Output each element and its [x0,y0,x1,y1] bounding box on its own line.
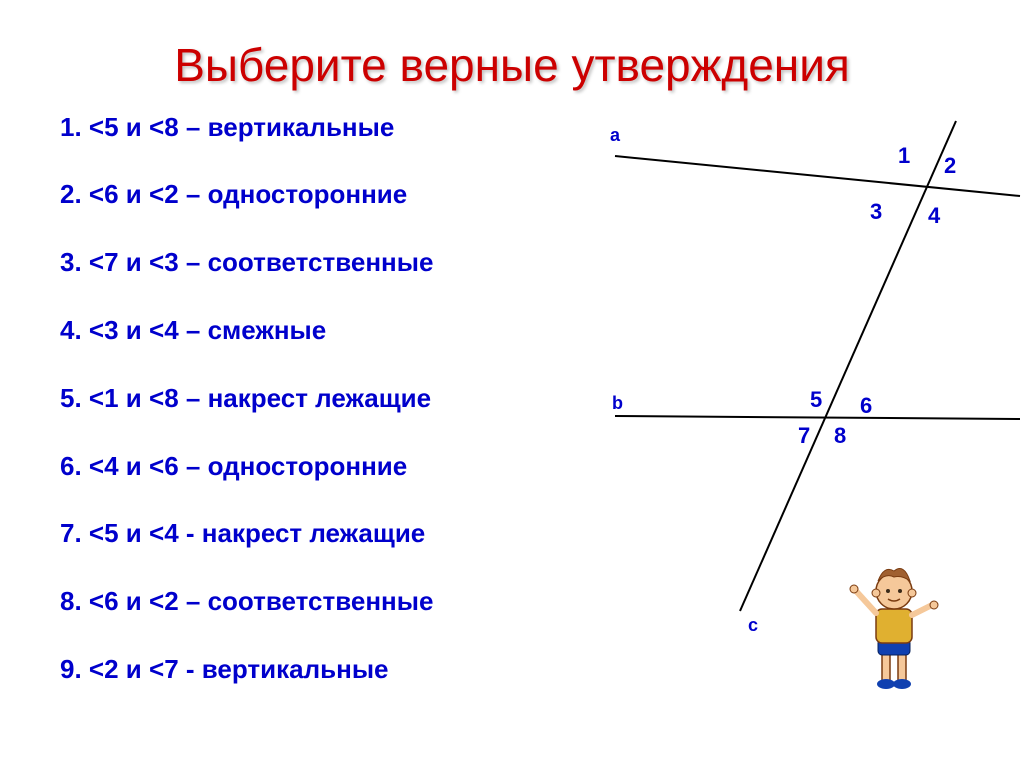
list-item: 4. <3 и <4 – смежные [60,314,580,348]
item-a: <6 [89,586,119,616]
list-item: 2. <6 и <2 – односторонние [60,178,580,212]
diagram-area: a b c 1 2 3 4 5 6 7 8 [600,111,964,691]
item-type: смежные [208,315,327,345]
item-num: 5. [60,383,82,413]
page-title: Выберите верные утверждения [60,40,964,91]
item-a: <1 [89,383,119,413]
item-type: соответственные [208,586,434,616]
item-mid: и [119,451,149,481]
angle-3: 3 [870,199,882,224]
item-num: 1. [60,112,82,142]
item-mid: и [119,586,149,616]
item-dash: – [179,586,208,616]
item-num: 2. [60,179,82,209]
item-type: односторонние [208,179,408,209]
item-mid: и [119,518,149,548]
item-mid: и [119,383,149,413]
list-item: 3. <7 и <3 – соответственные [60,246,580,280]
item-mid: и [119,654,149,684]
item-b: <4 [149,315,179,345]
angle-1: 1 [898,143,910,168]
line-c [740,121,956,611]
item-a: <4 [89,451,119,481]
label-b: b [612,393,623,413]
item-type: накрест лежащие [202,518,425,548]
item-dash: – [179,112,208,142]
item-a: <5 [89,112,119,142]
item-num: 6. [60,451,82,481]
label-c: c [748,615,758,635]
item-dash: – [179,179,208,209]
item-num: 8. [60,586,82,616]
list-item: 6. <4 и <6 – односторонние [60,450,580,484]
list-item: 7. <5 и <4 - накрест лежащие [60,517,580,551]
line-a [615,156,1020,196]
item-num: 3. [60,247,82,277]
list-item: 1. <5 и <8 – вертикальные [60,111,580,145]
item-type: вертикальные [202,654,389,684]
item-dash: – [179,315,208,345]
item-a: <2 [89,654,119,684]
item-b: <8 [149,383,179,413]
angle-4: 4 [928,203,941,228]
list-item: 9. <2 и <7 - вертикальные [60,653,580,687]
angle-2: 2 [944,153,956,178]
item-b: <6 [149,451,179,481]
list-item: 5. <1 и <8 – накрест лежащие [60,382,580,416]
item-num: 4. [60,315,82,345]
label-a: a [610,125,621,145]
item-dash: - [179,654,202,684]
item-mid: и [119,179,149,209]
item-mid: и [119,315,149,345]
item-b: <3 [149,247,179,277]
item-dash: – [179,383,208,413]
item-b: <7 [149,654,179,684]
list-item: 8. <6 и <2 – соответственные [60,585,580,619]
item-type: накрест лежащие [208,383,431,413]
item-dash: - [179,518,202,548]
item-mid: и [119,112,149,142]
item-type: соответственные [208,247,434,277]
item-b: <2 [149,179,179,209]
item-b: <2 [149,586,179,616]
geometry-diagram: a b c 1 2 3 4 5 6 7 8 [600,111,1024,691]
item-a: <6 [89,179,119,209]
item-a: <7 [89,247,119,277]
item-mid: и [119,247,149,277]
item-b: <4 [149,518,179,548]
item-b: <8 [149,112,179,142]
character-icon [844,561,944,691]
content-row: 1. <5 и <8 – вертикальные 2. <6 и <2 – о… [60,111,964,721]
item-type: вертикальные [208,112,395,142]
item-dash: – [179,451,208,481]
item-dash: – [179,247,208,277]
angle-6: 6 [860,393,872,418]
item-type: односторонние [208,451,408,481]
item-a: <5 [89,518,119,548]
item-num: 7. [60,518,82,548]
line-b [615,416,1020,419]
angle-8: 8 [834,423,846,448]
statement-list: 1. <5 и <8 – вертикальные 2. <6 и <2 – о… [60,111,580,721]
slide: Выберите верные утверждения 1. <5 и <8 –… [0,0,1024,768]
angle-5: 5 [810,387,822,412]
angle-7: 7 [798,423,810,448]
item-num: 9. [60,654,82,684]
item-a: <3 [89,315,119,345]
